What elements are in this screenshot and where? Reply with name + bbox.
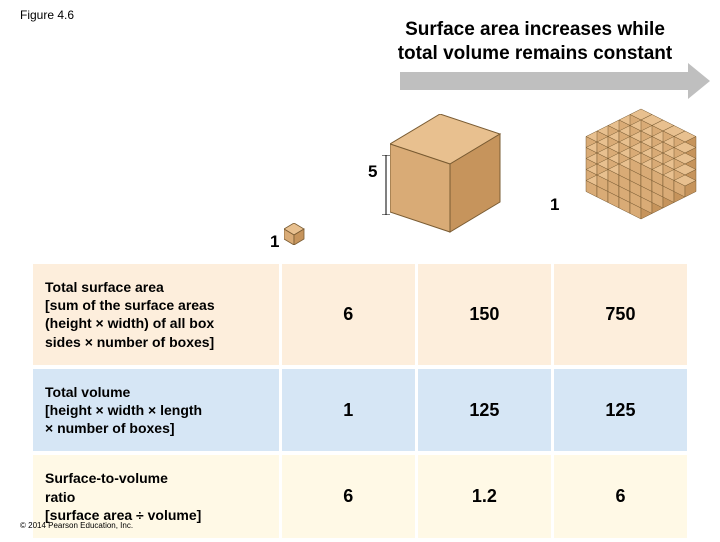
medium-cube-dim-mark-icon <box>382 155 390 215</box>
value-cell: 1 <box>282 369 415 452</box>
value-cell: 6 <box>282 455 415 538</box>
title-line2: total volume remains constant <box>398 43 673 64</box>
value-cell: 6 <box>282 264 415 365</box>
row-label: Total surface area[sum of the surface ar… <box>33 264 279 365</box>
small-cube-size-label: 1 <box>270 232 279 252</box>
cubes-illustration: 1 5 1 <box>270 100 705 260</box>
arrow-bar <box>400 72 690 90</box>
medium-cube-size-label: 5 <box>368 162 377 182</box>
medium-cube-icon <box>390 114 510 234</box>
value-cell: 150 <box>418 264 551 365</box>
multi-cube-size-label: 1 <box>550 195 559 215</box>
page-title: Surface area increases while total volum… <box>380 18 690 66</box>
figure-label: Figure 4.6 <box>20 8 74 22</box>
row-label: Total volume[height × width × length× nu… <box>33 369 279 452</box>
value-cell: 125 <box>554 369 687 452</box>
arrow-head-icon <box>688 63 710 99</box>
table-row: Total surface area[sum of the surface ar… <box>33 264 687 365</box>
value-cell: 6 <box>554 455 687 538</box>
small-cube-icon <box>284 223 306 245</box>
title-line1: Surface area increases while <box>405 19 665 40</box>
table-row: Total volume[height × width × length× nu… <box>33 369 687 452</box>
multi-cube-icon <box>560 104 710 244</box>
data-table: Total surface area[sum of the surface ar… <box>30 260 690 542</box>
value-cell: 1.2 <box>418 455 551 538</box>
value-cell: 125 <box>418 369 551 452</box>
value-cell: 750 <box>554 264 687 365</box>
copyright: © 2014 Pearson Education, Inc. <box>20 521 133 530</box>
